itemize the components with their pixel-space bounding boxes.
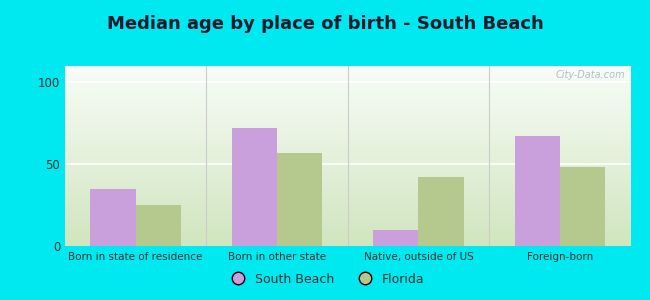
Bar	[232, 128, 277, 246]
Legend: South Beach, Florida: South Beach, Florida	[221, 268, 429, 291]
Bar	[560, 167, 605, 246]
Bar	[136, 205, 181, 246]
Bar	[515, 136, 560, 246]
Bar	[90, 189, 136, 246]
Text: City-Data.com: City-Data.com	[555, 70, 625, 80]
Bar	[419, 177, 463, 246]
Bar	[277, 153, 322, 246]
Text: Median age by place of birth - South Beach: Median age by place of birth - South Bea…	[107, 15, 543, 33]
Bar	[373, 230, 419, 246]
